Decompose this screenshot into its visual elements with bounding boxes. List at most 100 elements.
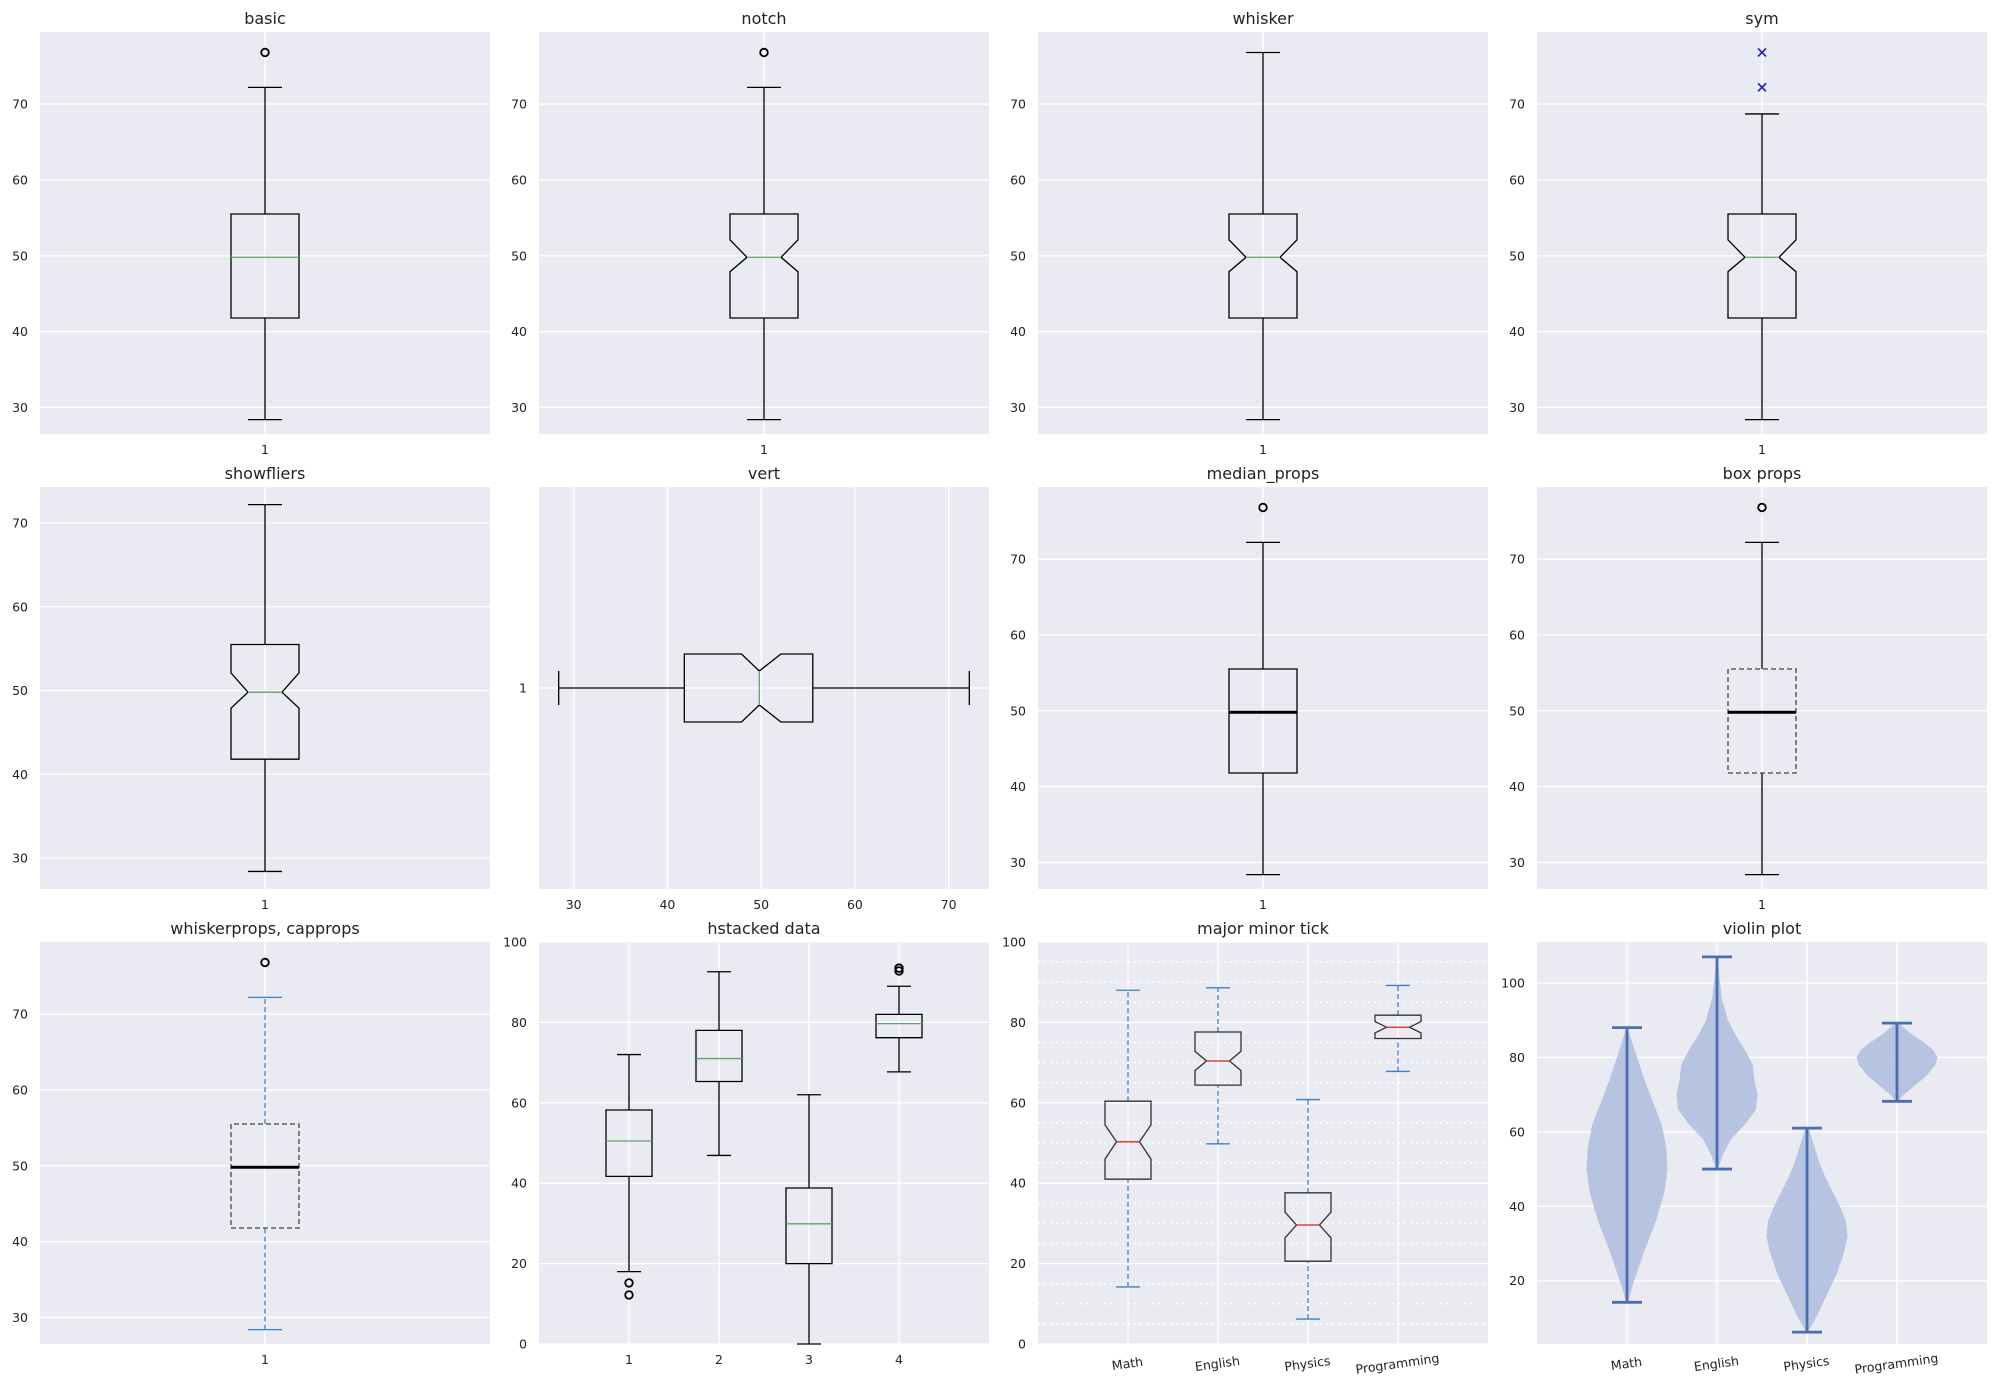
box bbox=[605, 1109, 653, 1178]
y-tick-label: 60 bbox=[511, 172, 527, 187]
x-tick-label: Programming bbox=[1854, 1350, 1940, 1377]
y-tick-label: 60 bbox=[12, 1082, 28, 1097]
panel-6: 30 40 50 60 70 1 vert bbox=[519, 464, 989, 912]
y-tick-label: 70 bbox=[1509, 552, 1525, 567]
flier-marker bbox=[759, 47, 769, 58]
panel-title: hstacked data bbox=[707, 919, 820, 938]
y-tick-label: 60 bbox=[1509, 172, 1525, 187]
flier-marker bbox=[1258, 502, 1268, 513]
y-tick-label: 30 bbox=[1010, 400, 1026, 415]
x-tick-label: English bbox=[1194, 1353, 1241, 1374]
y-tick-label: 60 bbox=[1509, 627, 1525, 642]
y-tick-label: 40 bbox=[12, 1234, 28, 1249]
flier-marker bbox=[624, 1290, 634, 1300]
x-tick-label: 1 bbox=[261, 1352, 269, 1367]
x-tick-label: Math bbox=[1610, 1354, 1643, 1373]
x-tick-label: 2 bbox=[715, 1352, 723, 1367]
flier-marker bbox=[624, 1278, 634, 1288]
box bbox=[1727, 668, 1797, 774]
panel-title: showfliers bbox=[225, 464, 306, 483]
panel-title: major minor tick bbox=[1197, 919, 1329, 938]
box bbox=[230, 1123, 300, 1229]
x-tick-label: Programming bbox=[1355, 1350, 1441, 1377]
y-tick-label: 40 bbox=[1509, 779, 1525, 794]
y-tick-label: 40 bbox=[511, 324, 527, 339]
box bbox=[785, 1187, 833, 1265]
x-tick-label: 1 bbox=[625, 1352, 633, 1367]
flier-marker bbox=[260, 47, 270, 58]
flier-marker bbox=[1757, 82, 1767, 92]
x-tick-label: 1 bbox=[1758, 897, 1766, 912]
x-tick-label: 1 bbox=[1259, 897, 1267, 912]
y-tick-label: 30 bbox=[12, 400, 28, 415]
x-tick-label: Physics bbox=[1283, 1353, 1331, 1374]
y-tick-label: 60 bbox=[511, 1095, 527, 1110]
x-tick-label: 70 bbox=[941, 897, 957, 912]
x-tick-label: 30 bbox=[566, 897, 582, 912]
y-tick-label: 70 bbox=[12, 97, 28, 112]
panel-10: 0 20 40 60 80 100 1 2 3 4 hstacked data bbox=[503, 919, 989, 1367]
y-tick-label: 30 bbox=[511, 400, 527, 415]
x-tick-label: 60 bbox=[847, 897, 863, 912]
panel-1: 30 40 50 60 70 1 basic bbox=[12, 9, 490, 457]
panel-12: 20 40 60 80 100 Math English Physics Programming… bbox=[1501, 919, 1987, 1377]
panel-title: sym bbox=[1745, 9, 1778, 28]
x-tick-label: 4 bbox=[895, 1352, 903, 1367]
y-tick-label: 50 bbox=[12, 248, 28, 263]
panel-title: median_props bbox=[1207, 464, 1320, 484]
panel-title: notch bbox=[741, 9, 786, 28]
box bbox=[683, 653, 814, 723]
y-tick-label: 40 bbox=[1010, 324, 1026, 339]
y-tick-label: 40 bbox=[12, 767, 28, 782]
y-tick-label: 0 bbox=[519, 1337, 527, 1352]
y-tick-label: 80 bbox=[1010, 1015, 1026, 1030]
y-tick-label: 80 bbox=[1509, 1050, 1525, 1065]
box bbox=[230, 643, 300, 760]
panel-8: 30 40 50 60 70 1 box props bbox=[1509, 464, 1987, 912]
y-tick-label: 0 bbox=[1018, 1337, 1026, 1352]
x-tick-label: 1 bbox=[1259, 442, 1267, 457]
panel-9: 30 40 50 60 70 1 whiskerprops, capprops bbox=[12, 919, 490, 1367]
y-tick-label: 50 bbox=[1010, 703, 1026, 718]
x-tick-label: Math bbox=[1111, 1354, 1144, 1373]
panel-3: 30 40 50 60 70 1 whisker bbox=[1010, 9, 1488, 457]
y-tick-label: 30 bbox=[1509, 400, 1525, 415]
x-tick-label: Physics bbox=[1782, 1353, 1830, 1374]
box bbox=[1104, 1100, 1152, 1180]
box bbox=[1727, 213, 1797, 319]
y-tick-label: 30 bbox=[1509, 855, 1525, 870]
y-tick-label: 80 bbox=[511, 1015, 527, 1030]
box bbox=[1228, 668, 1298, 774]
y-tick-label: 30 bbox=[12, 851, 28, 866]
panel-title: vert bbox=[748, 464, 780, 483]
y-tick-label: 40 bbox=[12, 324, 28, 339]
y-tick-label: 50 bbox=[12, 683, 28, 698]
x-tick-label: 3 bbox=[805, 1352, 813, 1367]
y-tick-label: 100 bbox=[1002, 935, 1026, 950]
box bbox=[1374, 1014, 1422, 1040]
y-tick-label: 70 bbox=[1010, 552, 1026, 567]
panel-title: basic bbox=[244, 9, 286, 28]
y-tick-label: 60 bbox=[12, 172, 28, 187]
y-tick-label: 20 bbox=[1010, 1256, 1026, 1271]
x-tick-label: English bbox=[1693, 1353, 1740, 1374]
box bbox=[695, 1029, 743, 1083]
y-tick-label: 60 bbox=[1509, 1124, 1525, 1139]
x-tick-label: 1 bbox=[261, 897, 269, 912]
panel-2: 30 40 50 60 70 1 notch bbox=[511, 9, 989, 457]
box bbox=[729, 213, 799, 319]
box bbox=[1284, 1192, 1332, 1262]
y-tick-label: 70 bbox=[511, 97, 527, 112]
box bbox=[230, 213, 300, 319]
y-tick-label: 40 bbox=[511, 1176, 527, 1191]
y-tick-label: 20 bbox=[511, 1256, 527, 1271]
y-tick-label: 30 bbox=[12, 1310, 28, 1325]
y-tick-label: 40 bbox=[1010, 1176, 1026, 1191]
x-tick-label: 1 bbox=[1758, 442, 1766, 457]
y-tick-label: 40 bbox=[1509, 324, 1525, 339]
plot-area bbox=[539, 942, 989, 1344]
y-tick-label: 50 bbox=[511, 248, 527, 263]
y-tick-label: 70 bbox=[12, 1007, 28, 1022]
y-tick-label: 40 bbox=[1010, 779, 1026, 794]
panel-title: whiskerprops, capprops bbox=[170, 919, 359, 938]
